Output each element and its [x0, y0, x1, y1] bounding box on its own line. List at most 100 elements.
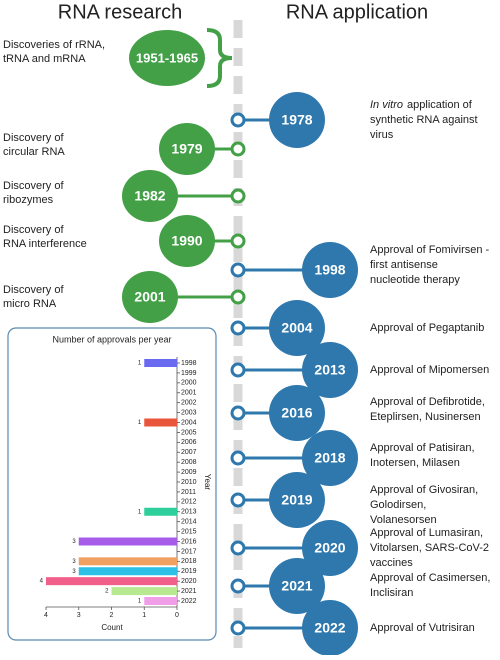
year-badge [129, 30, 205, 86]
timeline-node [230, 188, 246, 204]
bar [144, 597, 177, 605]
y-tick-label: 2020 [181, 578, 197, 585]
data-label: 2 [105, 589, 109, 595]
y-tick-label: 2010 [181, 479, 197, 486]
y-tick-label: 2008 [181, 459, 197, 466]
event-label: Discovery of [3, 284, 64, 296]
timeline-node [230, 233, 246, 249]
timeline-node [230, 320, 246, 336]
year-badge [159, 123, 215, 175]
event-label: tRNA and mRNA [3, 53, 86, 65]
event-label: Discovery of [3, 132, 64, 144]
year-badge [159, 215, 215, 267]
data-label: 1 [138, 509, 142, 515]
year-badge [302, 342, 358, 398]
event-label: Approval of Patisiran, [370, 442, 475, 454]
year-label: 2016 [281, 405, 312, 421]
event-label: vaccines [370, 557, 413, 569]
right-header: RNA application [286, 1, 428, 23]
event-label: RNA interference [3, 238, 87, 250]
x-tick-label: 3 [77, 612, 81, 619]
data-label: 3 [72, 569, 76, 575]
timeline-node [230, 289, 246, 305]
y-tick-label: 2002 [181, 400, 197, 407]
year-badge [269, 92, 325, 148]
bar [78, 537, 177, 546]
year-badge [269, 385, 325, 441]
y-tick-label: 2011 [181, 489, 196, 496]
year-label: 1998 [314, 262, 345, 278]
y-tick-label: 2018 [181, 558, 197, 565]
y-tick-label: 1998 [181, 360, 197, 367]
event-label: Discoveries of rRNA, [3, 39, 105, 51]
data-label: 1 [138, 361, 142, 367]
event-label: first antisense [370, 259, 438, 271]
event-label-italic: In vitro [370, 99, 403, 111]
year-badge [302, 520, 358, 576]
year-label: 2021 [281, 578, 312, 594]
timeline-node [230, 262, 246, 278]
event-label: application of [407, 99, 473, 111]
y-tick-label: 2022 [181, 598, 197, 605]
timeline-node [230, 405, 246, 421]
y-tick-label: 2012 [181, 499, 197, 506]
bar [46, 577, 177, 586]
x-tick-label: 4 [44, 612, 48, 619]
event-label: nucleotide therapy [370, 274, 460, 286]
year-label: 2020 [314, 540, 345, 556]
event-label: Discovery of [3, 224, 64, 236]
event-label: Inclisiran [370, 587, 413, 599]
bar [144, 359, 177, 367]
x-tick-label: 1 [142, 612, 146, 619]
event-label: ribozymes [3, 194, 54, 206]
data-label: 4 [40, 579, 44, 585]
event-label: In vitro application of [370, 99, 473, 111]
data-label: 1 [138, 599, 142, 605]
timeline-node [230, 540, 246, 556]
y-tick-label: 2021 [181, 588, 197, 595]
bar [144, 418, 177, 427]
year-badge [302, 430, 358, 486]
left-header: RNA research [58, 1, 183, 23]
event-label: Approval of Lumasiran, [370, 527, 483, 539]
event-label: circular RNA [3, 146, 65, 158]
timeline-node [230, 362, 246, 378]
y-tick-label: 2016 [181, 538, 197, 545]
event-label: Approval of Pegaptanib [370, 322, 484, 334]
year-badge [269, 558, 325, 614]
event-label: Golodirsen, [370, 499, 426, 511]
y-tick-label: 2005 [181, 429, 197, 436]
year-label: 1979 [171, 141, 202, 157]
event-label: Approval of Defibrotide, [370, 396, 485, 408]
event-label: virus [370, 129, 394, 141]
year-badge [302, 600, 358, 656]
year-badge [122, 170, 178, 222]
timeline-node [230, 620, 246, 636]
bar [111, 587, 177, 596]
timeline-node [230, 450, 246, 466]
x-tick-label: 2 [110, 612, 114, 619]
timeline-node [230, 141, 246, 157]
year-label: 2013 [314, 362, 345, 378]
y-tick-label: 2004 [181, 419, 197, 426]
y-tick-label: 2015 [181, 528, 197, 535]
bar [78, 557, 177, 566]
y-tick-label: 2013 [181, 509, 197, 516]
year-label: 2022 [314, 620, 345, 636]
y-tick-label: 2003 [181, 409, 197, 416]
y-tick-label: 2014 [181, 519, 197, 526]
y-tick-label: 2007 [181, 449, 197, 456]
y-tick-label: 2001 [181, 390, 197, 397]
y-tick-label: 2006 [181, 439, 197, 446]
timeline-node [230, 112, 246, 128]
x-axis-label: Count [101, 623, 123, 632]
timeline-node [230, 578, 246, 594]
year-badge [122, 271, 178, 323]
year-badge [269, 300, 325, 356]
year-badge [269, 472, 325, 528]
timeline-node [230, 492, 246, 508]
year-label: 1982 [134, 188, 165, 204]
year-label: 2019 [281, 492, 312, 508]
event-label: Eteplirsen, Nusinersen [370, 411, 481, 423]
chart-title: Number of approvals per year [52, 334, 171, 344]
